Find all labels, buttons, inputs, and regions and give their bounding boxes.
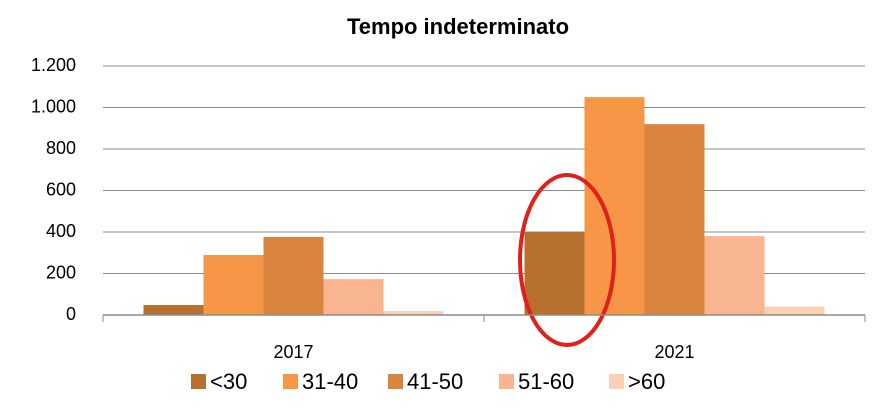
legend-label: 51-60 — [518, 369, 574, 394]
legend-swatch — [609, 374, 624, 389]
bar — [203, 255, 264, 315]
legend-label: 41-50 — [407, 369, 463, 394]
y-tick-label: 800 — [46, 138, 76, 158]
legend-label: >60 — [628, 369, 665, 394]
bar — [143, 305, 204, 315]
bar — [383, 311, 444, 315]
y-tick-label: 600 — [46, 179, 76, 199]
bar — [524, 232, 585, 315]
bar — [644, 124, 705, 315]
bar — [263, 236, 324, 315]
chart-title: Tempo indeterminato — [347, 14, 569, 39]
bar — [704, 236, 765, 315]
x-tick-label: 2017 — [273, 342, 313, 362]
legend-swatch — [388, 374, 403, 389]
y-tick-label: 1.200 — [31, 55, 76, 75]
y-tick-label: 0 — [66, 304, 76, 324]
bar — [584, 97, 645, 315]
bar — [764, 306, 825, 315]
y-tick-label: 1.000 — [31, 96, 76, 116]
legend-swatch — [191, 374, 206, 389]
y-tick-label: 200 — [46, 262, 76, 282]
legend-label: 31-40 — [302, 369, 358, 394]
x-tick-label: 2021 — [654, 342, 694, 362]
legend-label: <30 — [210, 369, 247, 394]
highlight-ellipse — [518, 173, 616, 347]
legend-swatch — [499, 374, 514, 389]
bar — [323, 279, 384, 315]
legend-swatch — [283, 374, 298, 389]
y-tick-label: 400 — [46, 221, 76, 241]
